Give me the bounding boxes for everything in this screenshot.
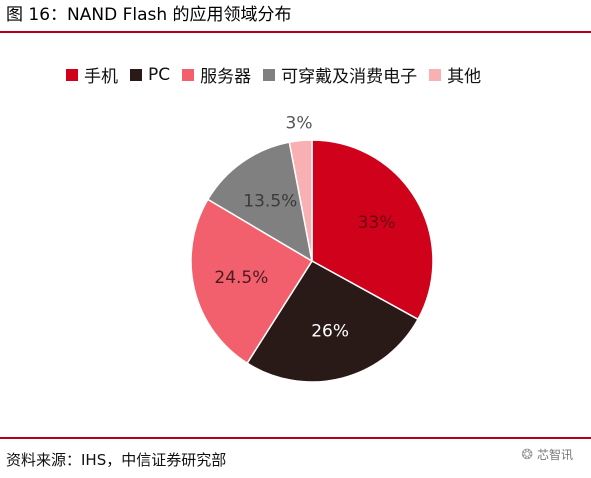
legend-item: 可穿戴及消费电子 [263,62,417,87]
legend-label: 其他 [447,67,482,87]
slice-value-label: 24.5% [214,268,268,288]
watermark: ❂ 芯智讯 [521,446,573,463]
figure-title: 图 16：NAND Flash 的应用领域分布 [6,5,292,25]
slice-value-label: 33% [358,213,396,233]
legend-swatch [66,68,78,81]
legend-swatch [263,68,276,81]
top-divider [0,31,591,33]
pie-slice [206,141,314,263]
legend-swatch [429,68,442,81]
bottom-divider [0,437,591,439]
legend-label: PC [148,64,171,85]
wechat-icon: ❂ [521,446,533,463]
legend-label: 手机 [84,67,118,87]
source-note: 资料来源：IHS，中信证券研究部 [6,451,227,469]
pie-slice [288,139,313,262]
legend-swatch [130,68,142,81]
legend-item: 服务器 [182,62,251,87]
watermark-text: 芯智讯 [536,448,573,462]
legend-item: PC [130,65,170,85]
slice-value-label: 3% [286,114,313,134]
slice-value-label: 26% [311,321,349,341]
legend-swatch [182,68,195,81]
slice-value-label: 13.5% [243,192,297,212]
pie-slice [190,198,314,365]
pie-slice [246,260,420,383]
legend-label: 可穿戴及消费电子 [281,67,418,87]
pie-slice [311,139,434,321]
legend-label: 服务器 [200,67,252,87]
chart-legend: 手机 PC 服务器 可穿戴及消费电子 其他 [66,62,493,87]
legend-item: 手机 [66,62,118,87]
legend-item: 其他 [429,62,481,87]
